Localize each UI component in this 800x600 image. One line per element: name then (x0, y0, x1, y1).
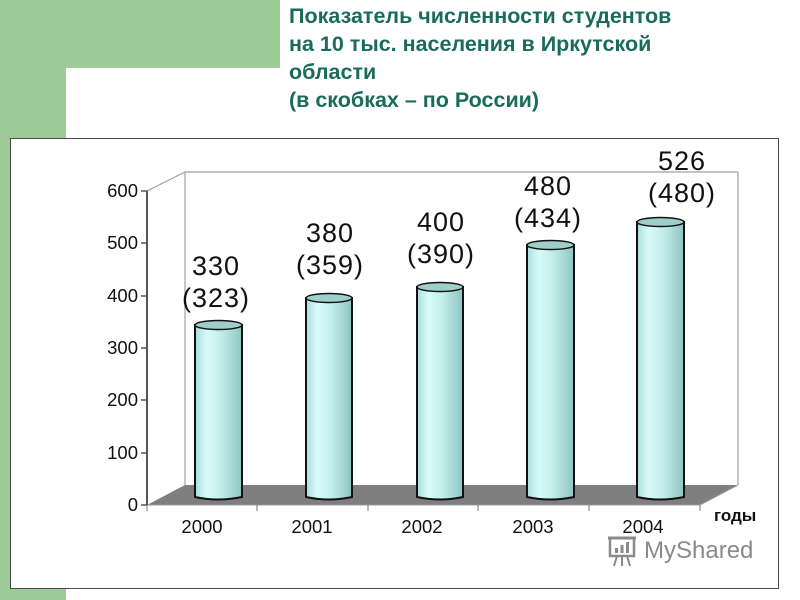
y-tick-100: 100 (107, 442, 138, 463)
y-tick-0: 0 (127, 494, 138, 515)
data-label-russia: (323) (181, 283, 251, 313)
bar-2000 (194, 319, 243, 501)
bar-2002 (416, 281, 464, 501)
bar-2003 (526, 239, 575, 501)
title-line-4: (в скобках – по России) (289, 88, 540, 112)
data-label-russia: (480) (647, 178, 717, 208)
data-label-russia: (390) (406, 239, 476, 269)
x-tick-2000: 2000 (181, 516, 223, 537)
y-tick-400: 400 (107, 285, 138, 306)
x-tick-2001: 2001 (291, 516, 333, 537)
bar-2001 (305, 292, 353, 501)
presentation-board-icon (608, 536, 636, 567)
data-label-value: 330 (191, 251, 241, 281)
y-tick-200: 200 (107, 389, 138, 410)
title-line-2: на 10 тыс. населения в Иркутской (289, 32, 652, 56)
data-label-2004: 526 (480) (622, 145, 742, 209)
data-label-value: 380 (305, 218, 355, 248)
data-label-2000: 330 (323) (156, 250, 276, 314)
data-label-value: 480 (523, 171, 573, 201)
data-label-2003: 480 (434) (488, 170, 608, 234)
y-tick-600: 600 (107, 180, 138, 201)
x-tick-2004: 2004 (622, 516, 664, 537)
title-line-1: Показатель численности студентов (289, 4, 672, 28)
data-label-value: 400 (416, 207, 466, 237)
data-label-russia: (434) (513, 203, 583, 233)
y-tick-300: 300 (107, 337, 138, 358)
watermark-text: MyShared (644, 537, 754, 564)
slide-title: Показатель численности студентов на 10 т… (289, 2, 789, 114)
data-label-2002: 400 (390) (381, 206, 501, 270)
y-tick-500: 500 (107, 232, 138, 253)
data-label-russia: (359) (295, 250, 365, 280)
watermark: MyShared (606, 534, 753, 568)
data-label-value: 526 (657, 146, 707, 176)
chart-walls (146, 171, 739, 485)
x-tick-2002: 2002 (401, 516, 443, 537)
y-axis (141, 190, 148, 506)
title-line-3: области (289, 60, 377, 84)
bar-2004 (636, 216, 685, 501)
data-label-2001: 380 (359) (270, 217, 390, 281)
decor-rounded-corner (66, 68, 126, 128)
x-axis-label: годы (714, 506, 757, 525)
x-tick-2003: 2003 (512, 516, 554, 537)
x-axis (146, 505, 701, 511)
